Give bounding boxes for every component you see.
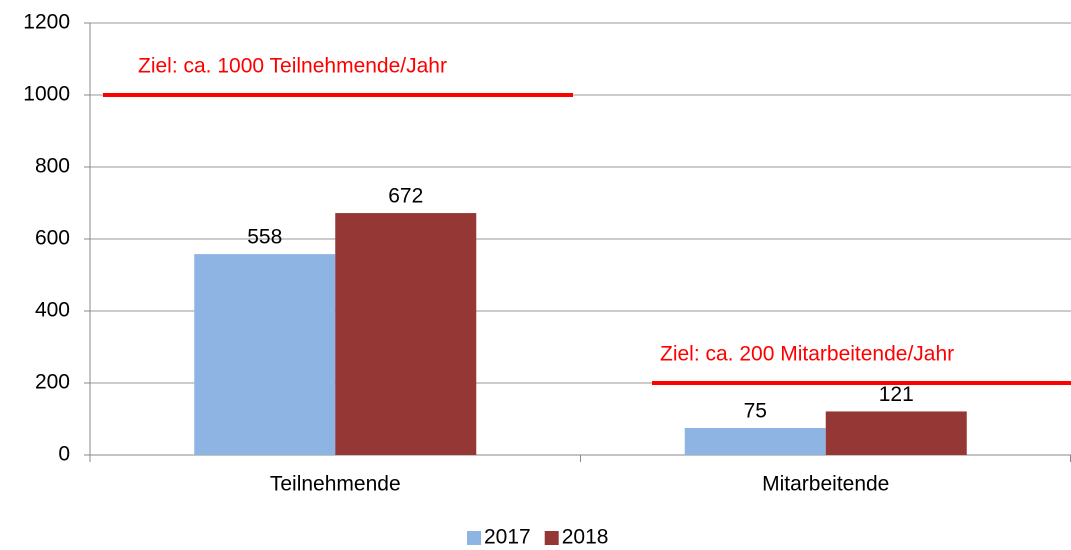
bar [684, 428, 826, 455]
value-label: 558 [247, 226, 282, 249]
legend-swatch [544, 531, 559, 545]
legend-label: 2017 [484, 526, 531, 549]
bar [335, 213, 477, 455]
y-tick-label: 600 [35, 227, 70, 250]
x-tick-label: Mitarbeitende [762, 473, 889, 496]
y-tick-label: 0 [58, 443, 70, 466]
value-label: 75 [744, 400, 767, 423]
x-tick-label: Teilnehmende [270, 473, 401, 496]
y-tick-label: 400 [35, 299, 70, 322]
legend-label: 2018 [562, 526, 609, 549]
value-label: 121 [879, 383, 914, 406]
bar [194, 254, 336, 455]
y-tick-label: 800 [35, 155, 70, 178]
y-tick-label: 1200 [23, 11, 70, 34]
legend-swatch [467, 531, 481, 545]
value-label: 672 [388, 185, 423, 208]
y-tick-label: 1000 [23, 83, 70, 106]
y-tick-label: 200 [35, 371, 70, 394]
target-label: Ziel: ca. 1000 Teilnehmende/Jahr [138, 55, 447, 78]
bar [825, 411, 967, 455]
target-label: Ziel: ca. 200 Mitarbeitende/Jahr [660, 343, 954, 366]
